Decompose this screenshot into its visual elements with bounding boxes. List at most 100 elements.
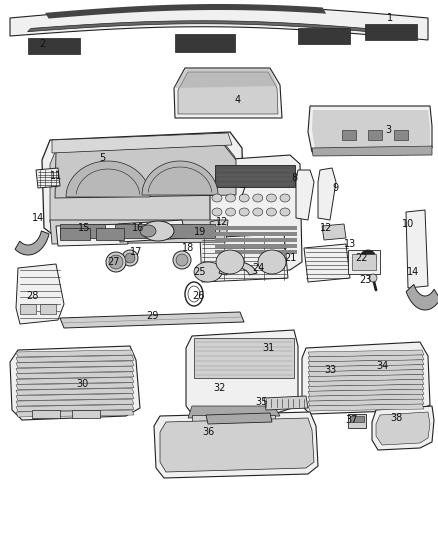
Bar xyxy=(170,224,215,238)
Polygon shape xyxy=(10,6,428,40)
Polygon shape xyxy=(16,388,134,395)
Text: 25: 25 xyxy=(194,267,206,277)
Polygon shape xyxy=(186,330,298,414)
Bar xyxy=(60,224,105,238)
Polygon shape xyxy=(302,342,430,414)
Bar xyxy=(215,232,297,236)
Polygon shape xyxy=(308,379,424,386)
Ellipse shape xyxy=(109,255,123,269)
Polygon shape xyxy=(264,396,308,410)
Polygon shape xyxy=(10,346,140,420)
Bar xyxy=(394,130,408,140)
Polygon shape xyxy=(16,350,134,357)
Text: 36: 36 xyxy=(202,427,214,437)
Text: 5: 5 xyxy=(99,153,105,163)
Polygon shape xyxy=(308,370,424,377)
Bar xyxy=(342,130,356,140)
Polygon shape xyxy=(42,132,244,240)
Polygon shape xyxy=(50,143,237,234)
Bar xyxy=(298,28,350,44)
Polygon shape xyxy=(56,224,128,246)
Text: 9: 9 xyxy=(332,183,338,193)
Bar xyxy=(72,410,100,418)
Text: 8: 8 xyxy=(291,173,297,183)
Polygon shape xyxy=(308,384,424,391)
Polygon shape xyxy=(16,372,134,379)
Polygon shape xyxy=(200,234,288,282)
Bar xyxy=(215,250,297,254)
Polygon shape xyxy=(219,262,257,275)
Text: 1: 1 xyxy=(387,13,393,23)
Ellipse shape xyxy=(176,254,188,266)
Polygon shape xyxy=(16,394,134,401)
Text: 21: 21 xyxy=(284,253,296,263)
Polygon shape xyxy=(308,360,424,367)
Text: 2: 2 xyxy=(39,39,45,49)
Polygon shape xyxy=(312,110,430,149)
Text: 12: 12 xyxy=(320,223,332,233)
Bar xyxy=(350,416,364,422)
Ellipse shape xyxy=(253,208,263,216)
Text: 28: 28 xyxy=(26,291,38,301)
Polygon shape xyxy=(206,413,272,424)
Polygon shape xyxy=(52,133,232,153)
Polygon shape xyxy=(118,220,186,242)
Ellipse shape xyxy=(266,208,276,216)
Polygon shape xyxy=(406,285,438,310)
Bar xyxy=(60,228,90,240)
Ellipse shape xyxy=(226,194,236,202)
Polygon shape xyxy=(16,399,134,406)
Polygon shape xyxy=(16,264,64,324)
Bar xyxy=(215,244,297,247)
Ellipse shape xyxy=(106,252,126,272)
Polygon shape xyxy=(308,365,424,372)
Polygon shape xyxy=(296,170,314,220)
Polygon shape xyxy=(376,412,430,445)
Text: 4: 4 xyxy=(235,95,241,105)
Polygon shape xyxy=(174,69,278,88)
Polygon shape xyxy=(16,410,134,417)
Polygon shape xyxy=(160,418,314,472)
Polygon shape xyxy=(210,155,302,272)
Polygon shape xyxy=(16,361,134,368)
Ellipse shape xyxy=(125,253,135,263)
Text: 15: 15 xyxy=(78,223,90,233)
Polygon shape xyxy=(308,394,424,401)
Polygon shape xyxy=(406,210,428,288)
Ellipse shape xyxy=(369,274,377,282)
Bar xyxy=(348,250,380,274)
Ellipse shape xyxy=(173,251,191,269)
Text: 14: 14 xyxy=(407,267,419,277)
Polygon shape xyxy=(16,366,134,373)
Text: 35: 35 xyxy=(256,397,268,407)
Bar xyxy=(32,410,60,418)
Text: 24: 24 xyxy=(252,263,264,273)
Polygon shape xyxy=(308,355,424,362)
Text: 31: 31 xyxy=(262,343,274,353)
Polygon shape xyxy=(308,404,424,411)
Bar xyxy=(96,228,124,240)
Text: 7: 7 xyxy=(239,187,245,197)
Text: 16: 16 xyxy=(132,223,144,233)
Text: 27: 27 xyxy=(108,257,120,267)
Bar xyxy=(352,254,376,270)
Polygon shape xyxy=(36,168,60,188)
Polygon shape xyxy=(308,399,424,406)
Polygon shape xyxy=(15,231,49,255)
Text: 13: 13 xyxy=(344,239,356,249)
Text: 32: 32 xyxy=(214,383,226,393)
Text: 3: 3 xyxy=(385,125,391,135)
Text: 10: 10 xyxy=(402,219,414,229)
Bar xyxy=(175,34,235,52)
Bar xyxy=(20,304,36,314)
Polygon shape xyxy=(372,406,434,450)
Text: 19: 19 xyxy=(194,227,206,237)
Polygon shape xyxy=(322,224,346,240)
Polygon shape xyxy=(312,146,432,156)
Polygon shape xyxy=(154,412,318,478)
Polygon shape xyxy=(28,21,414,35)
Bar xyxy=(194,338,294,378)
Bar xyxy=(368,130,382,140)
Bar xyxy=(215,226,297,230)
Ellipse shape xyxy=(122,250,138,266)
